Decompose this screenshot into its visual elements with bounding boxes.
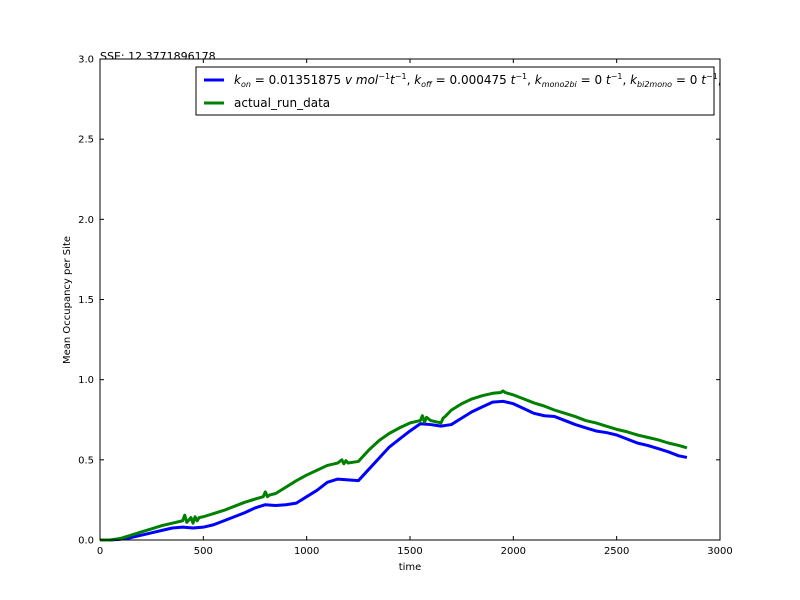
y-axis: 0.0 0.5 1.0 1.5 2.0 2.5 3.0 — [78, 55, 720, 547]
x-tick-label: 1500 — [397, 546, 422, 557]
x-tick-label: 3000 — [707, 546, 732, 557]
y-tick-label: 3.0 — [78, 55, 94, 66]
x-tick-label: 500 — [194, 546, 213, 557]
legend: kon = 0.01351875 v mol−1t−1, koff = 0.00… — [195, 66, 722, 116]
y-axis-label: Mean Occupancy per Site — [62, 236, 73, 364]
series-layer — [100, 389, 688, 542]
y-tick-label: 0.5 — [78, 455, 94, 466]
plot-area — [100, 59, 720, 540]
legend-entry-model: kon = 0.01351875 v mol−1t−1, koff = 0.00… — [234, 72, 722, 89]
y-tick-label: 2.5 — [78, 135, 94, 146]
x-axis-label: time — [399, 562, 422, 573]
x-tick-label: 0 — [97, 546, 103, 557]
y-tick-label: 1.0 — [78, 375, 94, 386]
x-tick-label: 2500 — [604, 546, 629, 557]
x-tick-label: 2000 — [501, 546, 526, 557]
x-axis: 0 500 1000 1500 2000 2500 3000 — [97, 59, 733, 557]
legend-entry-actual: actual_run_data — [234, 96, 330, 110]
series-line-actual — [100, 389, 688, 542]
x-tick-label: 1000 — [294, 546, 319, 557]
y-tick-label: 2.0 — [78, 215, 94, 226]
y-tick-label: 0.0 — [78, 536, 94, 547]
y-tick-label: 1.5 — [78, 295, 94, 306]
series-line-model — [100, 399, 688, 542]
legend-box — [195, 66, 715, 116]
